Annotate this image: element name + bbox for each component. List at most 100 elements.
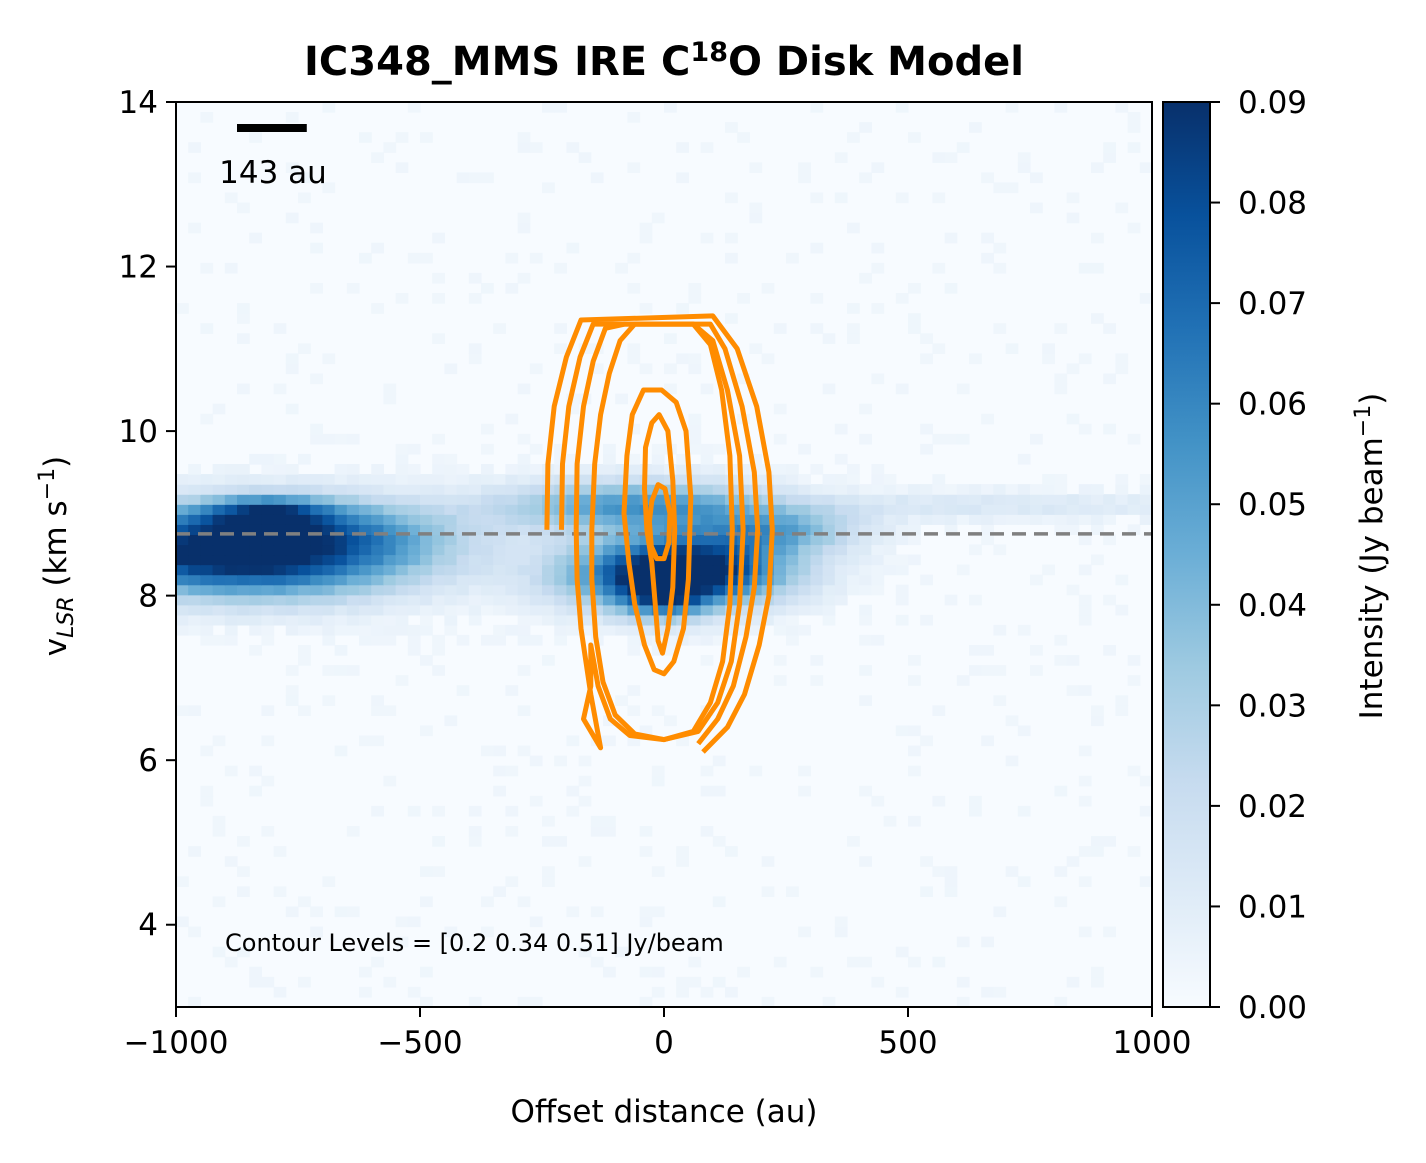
- heatmap-cell: [822, 474, 836, 485]
- heatmap-cell: [773, 494, 787, 505]
- heatmap-cell: [359, 514, 372, 525]
- heatmap-cell: [688, 634, 702, 646]
- heatmap-cell: [224, 494, 238, 505]
- heatmap-cell: [908, 313, 921, 324]
- heatmap-cell: [847, 484, 860, 495]
- heatmap-cell: [420, 474, 433, 485]
- heatmap-cell: [1091, 705, 1104, 716]
- y-tick-label: 6: [138, 743, 158, 779]
- heatmap-cell: [566, 524, 580, 535]
- heatmap-cell: [285, 112, 299, 123]
- heatmap-cell: [676, 172, 689, 184]
- heatmap-cell: [834, 192, 848, 204]
- heatmap-cell: [676, 986, 689, 998]
- heatmap-cell: [212, 574, 226, 586]
- heatmap-cell: [200, 614, 214, 626]
- heatmap-cell: [1139, 514, 1152, 525]
- heatmap-cell: [956, 564, 970, 576]
- heatmap-cell: [1078, 514, 1092, 525]
- heatmap-cell: [395, 474, 409, 485]
- heatmap-cell: [798, 564, 811, 576]
- heatmap-cell: [700, 474, 714, 485]
- heatmap-cell: [517, 222, 531, 234]
- heatmap-cell: [298, 564, 311, 576]
- heatmap-cell: [407, 634, 421, 646]
- heatmap-cell: [285, 494, 299, 505]
- heatmap-cell: [578, 775, 592, 787]
- heatmap-cell: [505, 594, 519, 606]
- heatmap-cell: [481, 926, 494, 938]
- heatmap-cell: [590, 956, 604, 968]
- heatmap-cell: [298, 655, 311, 666]
- heatmap-cell: [859, 524, 872, 535]
- heatmap-cell: [737, 373, 750, 385]
- heatmap-cell: [554, 554, 567, 566]
- heatmap-cell: [188, 524, 201, 535]
- heatmap-cell: [505, 283, 519, 294]
- heatmap-cell: [651, 514, 665, 525]
- heatmap-cell: [908, 494, 921, 505]
- heatmap-cell: [224, 856, 238, 867]
- heatmap-cell: [310, 222, 323, 234]
- heatmap-cell: [627, 494, 641, 505]
- heatmap-cell: [334, 624, 348, 636]
- heatmap-cell: [298, 574, 311, 586]
- heatmap-cell: [761, 886, 775, 897]
- heatmap-cell: [273, 564, 287, 576]
- heatmap-cell: [505, 504, 519, 515]
- heatmap-cell: [847, 534, 860, 546]
- heatmap-cell: [859, 544, 872, 556]
- heatmap-cell: [615, 604, 628, 616]
- heatmap-cell: [822, 604, 836, 616]
- heatmap-cell: [176, 494, 189, 505]
- heatmap-cell: [200, 524, 214, 535]
- heatmap-cell: [786, 494, 799, 505]
- heatmap-cell: [249, 453, 262, 465]
- heatmap-cell: [615, 524, 628, 535]
- heatmap-cell: [664, 363, 677, 375]
- heatmap-cell: [676, 484, 689, 495]
- heatmap-cell: [651, 544, 665, 556]
- heatmap-cell: [359, 544, 372, 556]
- heatmap-cell: [590, 514, 604, 525]
- heatmap-cell: [773, 564, 787, 576]
- heatmap-cell: [578, 604, 592, 616]
- heatmap-cell: [773, 655, 787, 666]
- heatmap-cell: [883, 815, 897, 827]
- heatmap-cell: [493, 584, 506, 596]
- heatmap-cell: [603, 524, 616, 535]
- heatmap-cell: [334, 544, 348, 556]
- heatmap-cell: [1066, 504, 1080, 515]
- heatmap-cell: [346, 544, 360, 556]
- heatmap-cell: [481, 544, 494, 556]
- heatmap-cell: [712, 624, 726, 636]
- heatmap-cell: [725, 313, 738, 324]
- heatmap-cell: [688, 413, 702, 425]
- heatmap-cell: [407, 534, 421, 546]
- heatmap-cell: [822, 383, 836, 395]
- heatmap-cell: [725, 614, 738, 626]
- heatmap-cell: [334, 584, 348, 596]
- heatmap-cell: [468, 504, 482, 515]
- heatmap-cell: [310, 283, 323, 294]
- heatmap-cell: [237, 866, 250, 877]
- heatmap-cell: [822, 594, 836, 606]
- heatmap-cell: [773, 956, 787, 968]
- heatmap-cell: [407, 544, 421, 556]
- heatmap-cell: [810, 604, 824, 616]
- heatmap-cell: [810, 504, 824, 515]
- heatmap-cell: [1054, 494, 1068, 505]
- colorbar-label: Intensity (Jy beam−1): [1351, 393, 1390, 720]
- heatmap-cell: [468, 996, 482, 1007]
- heatmap-cell: [346, 826, 360, 837]
- heatmap-cell: [310, 373, 323, 385]
- heatmap-cell: [822, 333, 836, 344]
- heatmap-cell: [444, 614, 458, 626]
- heatmap-cell: [542, 574, 555, 586]
- heatmap-cell: [407, 102, 421, 113]
- heatmap-cell: [188, 705, 201, 716]
- heatmap-cell: [481, 504, 494, 515]
- heatmap-cell: [700, 604, 714, 616]
- heatmap-cell: [481, 423, 494, 435]
